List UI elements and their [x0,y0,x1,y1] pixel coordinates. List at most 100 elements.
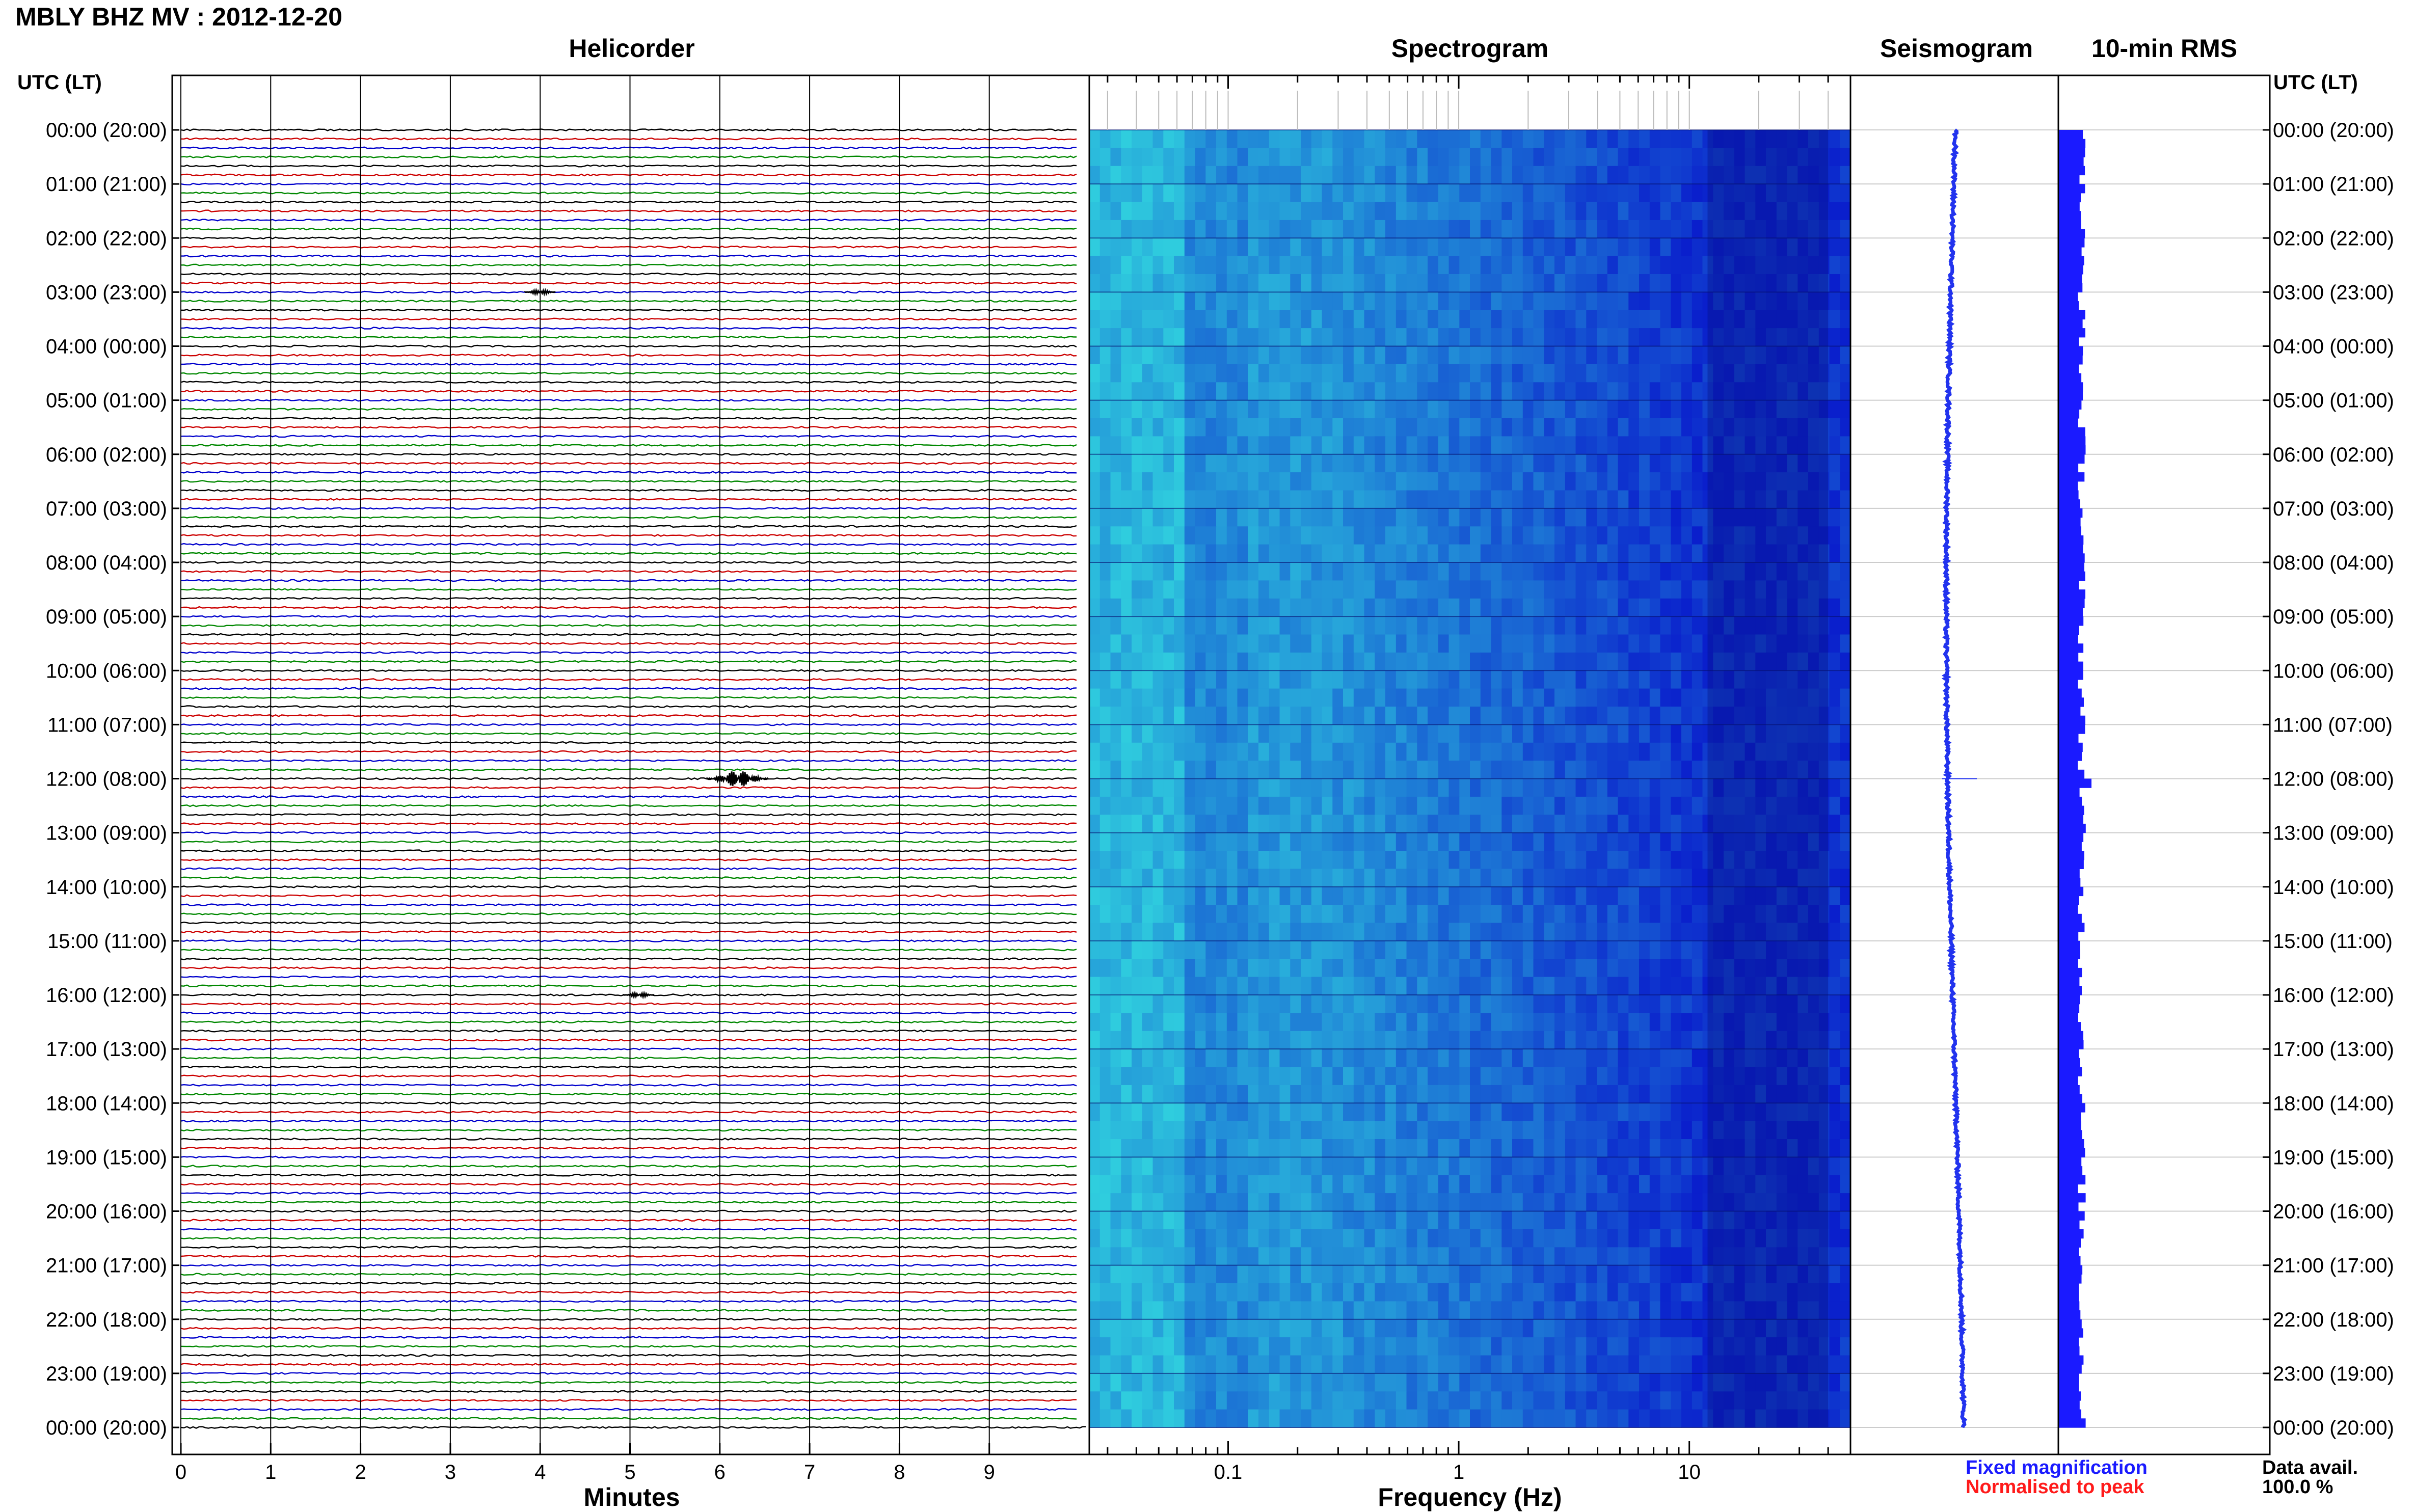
spectrogram-cell [1459,328,1470,347]
spectrogram-cell [1311,166,1323,184]
spectrogram-cell [1618,490,1629,509]
spectrogram-cell [1099,238,1111,257]
spectrogram-cell [1301,562,1312,581]
spectrogram-cell [1448,652,1460,671]
spectrogram-cell [1660,634,1671,653]
spectrogram-cell [1343,1301,1354,1320]
spectrogram-cell [1417,238,1428,257]
spectrogram-cell [1533,544,1544,563]
spectrogram-cell [1195,202,1206,221]
spectrogram-cell [1607,346,1619,365]
spectrogram-cell [1364,490,1375,509]
spectrogram-cell [1195,1283,1206,1302]
spectrogram-cell [1195,508,1206,527]
spectrogram-cell [1544,886,1555,905]
spectrogram-cell [1649,436,1661,455]
spectrogram-cell [1681,328,1693,347]
spectrogram-cell [1121,977,1132,995]
spectrogram-cell [1692,382,1703,401]
spectrogram-cell [1628,1229,1640,1248]
spectrogram-cell [1248,580,1259,599]
spectrogram-cell [1470,1013,1481,1032]
spectrogram-cell [1311,1229,1323,1248]
spectrogram-cell [1428,1121,1439,1140]
spectrogram-cell [1248,166,1259,184]
spectrogram-cell [1840,796,1851,815]
spectrogram-cell [1808,256,1819,275]
spectrogram-cell [1607,1283,1619,1302]
spectrogram-cell [1332,202,1344,221]
spectrogram-cell [1216,724,1227,743]
spectrogram-cell [1649,1031,1661,1049]
spectrogram-cell [1290,346,1301,365]
spectrogram-cell [1840,886,1851,905]
spectrogram-cell [1776,688,1788,707]
spectrogram-cell [1216,238,1227,257]
spectrogram-cell [1797,1103,1809,1122]
spectrogram-cell [1533,995,1544,1013]
data-availability-label: Data avail. [2262,1457,2358,1478]
spectrogram-cell [1290,707,1301,725]
spectrogram-cell [1628,472,1640,491]
spectrogram-cell [1470,707,1481,725]
spectrogram-cell [1480,616,1492,635]
spectrogram-cell [1586,1337,1597,1356]
spectrogram-cell [1818,328,1830,347]
spectrogram-cell [1829,256,1840,275]
spectrogram-cell [1205,1337,1217,1356]
spectrogram-cell [1639,1355,1650,1374]
spectrogram-cell [1332,688,1344,707]
spectrogram-cell [1649,130,1661,148]
spectrogram-cell [1301,238,1312,257]
spectrogram-cell [1353,1283,1365,1302]
spectrogram-cell [1205,274,1217,292]
spectrogram-cell [1205,1283,1217,1302]
spectrogram-cell [1152,851,1164,869]
spectrogram-cell [1406,508,1417,527]
spectrogram-cell [1428,1139,1439,1157]
spectrogram-cell [1480,923,1492,941]
spectrogram-cell [1248,940,1259,959]
spectrogram-cell [1332,220,1344,238]
spectrogram-cell [1142,148,1153,167]
spectrogram-cell [1448,1337,1460,1356]
spectrogram-cell [1290,598,1301,617]
spectrogram-cell [1184,1211,1196,1230]
spectrogram-cell [1734,544,1746,563]
spectrogram-cell [1385,851,1397,869]
spectrogram-cell [1332,1139,1344,1157]
spectrogram-cell [1533,652,1544,671]
spectrogram-cell [1448,905,1460,924]
spectrogram-cell [1121,436,1132,455]
spectrogram-cell [1163,1121,1174,1140]
spectrogram-cell [1787,382,1798,401]
spectrogram-cell [1512,544,1523,563]
spectrogram-cell [1163,1175,1174,1194]
spectrogram-cell [1322,923,1333,941]
spectrogram-cell [1099,130,1111,148]
spectrogram-cell [1470,815,1481,833]
spectrogram-cell [1501,346,1513,365]
spectrogram-cell [1406,580,1417,599]
spectrogram-cell [1237,292,1248,311]
spectrogram-cell [1216,148,1227,167]
spectrogram-cell [1575,436,1587,455]
spectrogram-cell [1163,995,1174,1013]
spectrogram-cell [1808,436,1819,455]
spectrogram-cell [1618,382,1629,401]
spectrogram-cell [1818,707,1830,725]
spectrogram-cell [1184,1157,1196,1176]
spectrogram-cell [1448,688,1460,707]
spectrogram-cell [1216,256,1227,275]
spectrogram-cell [1279,1265,1291,1284]
spectrogram-cell [1364,688,1375,707]
spectrogram-cell [1829,1157,1840,1176]
spectrogram-cell [1639,1157,1650,1176]
spectrogram-cell [1258,1103,1270,1122]
spectrogram-cell [1205,1013,1217,1032]
spectrogram-cell [1554,1157,1566,1176]
spectrogram-cell [1406,1013,1417,1032]
spectrogram-cell [1110,815,1121,833]
spectrogram-cell [1205,1103,1217,1122]
spectrogram-cell [1216,761,1227,779]
